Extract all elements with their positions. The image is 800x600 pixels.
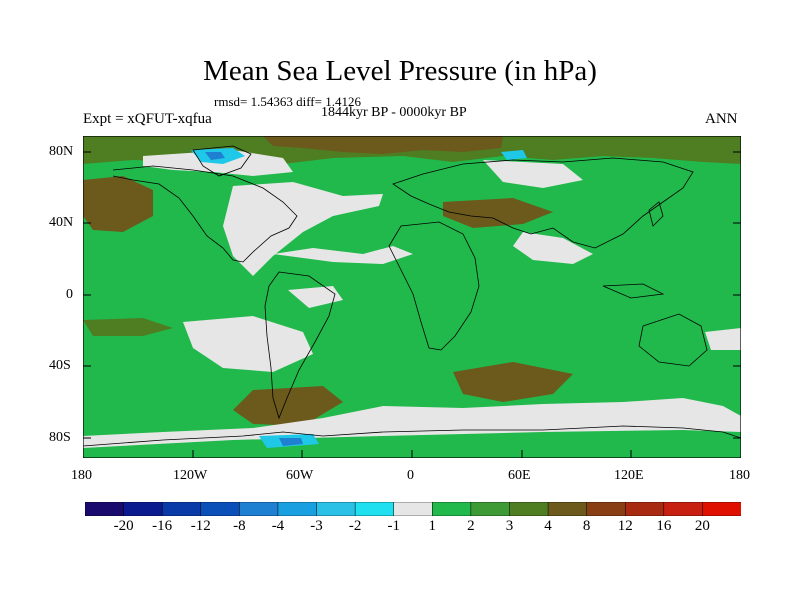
experiment-label: Expt = xQFUT-xqfua <box>83 111 212 127</box>
coast-greenland <box>192 145 252 177</box>
colorbar-swatch <box>354 502 395 516</box>
stats-label: rmsd= 1.54363 diff= 1.4126 <box>214 94 361 109</box>
colorbar-swatch <box>470 502 511 516</box>
colorbar-swatch <box>432 502 472 516</box>
colorbar-swatch <box>161 502 202 516</box>
colorbar-swatch <box>239 502 279 516</box>
colorbar-label: 2 <box>467 518 475 534</box>
region-weddell-blue <box>279 438 303 446</box>
colorbar-swatch <box>277 502 318 516</box>
coast-indonesia <box>602 283 665 299</box>
coast-australia <box>638 313 708 367</box>
colorbar-label: 4 <box>544 518 552 534</box>
colorbar-swatch <box>663 502 703 516</box>
lon-tick-60w: 60W <box>286 468 314 483</box>
colorbar-label: 20 <box>694 518 710 534</box>
region-siberia-brown <box>263 136 503 154</box>
region-antarctic-green <box>83 430 741 458</box>
region-natlantic-neutral <box>223 182 383 276</box>
colorbar-swatch <box>393 502 433 516</box>
region-europe-olive <box>443 198 553 228</box>
colorbar-swatch <box>547 502 588 516</box>
region-pacific-neutral <box>513 232 593 264</box>
coastlines <box>83 145 741 447</box>
region-eqpacific-olive <box>83 318 173 336</box>
region-sindian-olive <box>453 362 573 402</box>
colorbar-label: 8 <box>582 518 591 534</box>
colorbar-label: -1 <box>387 518 400 534</box>
lat-tick-40s: 40S <box>49 358 71 373</box>
coast-north-america <box>112 165 298 263</box>
coast-eurasia <box>392 157 694 249</box>
region-greenland-blue <box>205 152 225 160</box>
colorbar-label: 3 <box>505 518 514 534</box>
colorbar-label: -20 <box>113 518 134 534</box>
colorbar-swatch <box>586 502 626 516</box>
lon-tick-180e: 180 <box>729 468 750 483</box>
lon-tick-180w: 180 <box>71 468 92 483</box>
region-spacific2-olive <box>233 386 343 426</box>
chart-title: Mean Sea Level Pressure (in hPa) <box>203 55 597 87</box>
coast-south-america <box>264 271 336 420</box>
lon-tick-60e: 60E <box>508 468 531 483</box>
lat-tick-0: 0 <box>66 287 73 302</box>
lat-tick-40n: 40N <box>49 215 74 230</box>
colorbar-label: -12 <box>190 518 211 534</box>
colorbar-label: 12 <box>617 518 633 534</box>
region-swpacific-neutral <box>705 328 741 350</box>
region-nasia-neutral <box>483 160 583 188</box>
colorbar-label: -3 <box>310 518 323 534</box>
colorbar-swatch <box>702 502 741 516</box>
lon-tick-120e: 120E <box>614 468 644 483</box>
coast-antarctica <box>83 425 741 447</box>
map-ticks <box>83 151 741 458</box>
colorbar-label: 1 <box>428 518 437 534</box>
colorbar <box>85 502 741 516</box>
colorbar-label: -4 <box>271 518 285 534</box>
colorbar-swatch <box>509 502 549 516</box>
colorbar-swatch <box>316 502 356 516</box>
pressure-map <box>83 136 741 458</box>
region-eq-atlantic-neutral <box>273 246 413 264</box>
lon-tick-120w: 120W <box>173 468 208 483</box>
region-npacific-olive <box>83 176 153 232</box>
region-siberia-cyan <box>501 150 527 160</box>
lat-tick-80n: 80N <box>49 144 74 159</box>
lon-tick-0: 0 <box>407 468 414 483</box>
colorbar-label: -16 <box>152 518 173 534</box>
coast-africa <box>388 221 480 351</box>
region-spacific-neutral <box>183 316 313 372</box>
lat-tick-80s: 80S <box>49 430 71 445</box>
region-arctic-east-olive <box>603 136 741 158</box>
coast-japan <box>648 201 664 227</box>
period-label: 1844kyr BP - 0000kyr BP <box>321 105 467 120</box>
colorbar-swatch <box>624 502 665 516</box>
season-label: ANN <box>705 111 738 127</box>
colorbar-swatch <box>85 502 125 516</box>
colorbar-label: -8 <box>233 518 246 534</box>
region-satlantic-neutral <box>288 286 343 308</box>
colorbar-label: 16 <box>656 518 672 534</box>
colorbar-label: -2 <box>348 518 362 534</box>
colorbar-swatch <box>200 502 240 516</box>
colorbar-swatch <box>123 502 163 516</box>
